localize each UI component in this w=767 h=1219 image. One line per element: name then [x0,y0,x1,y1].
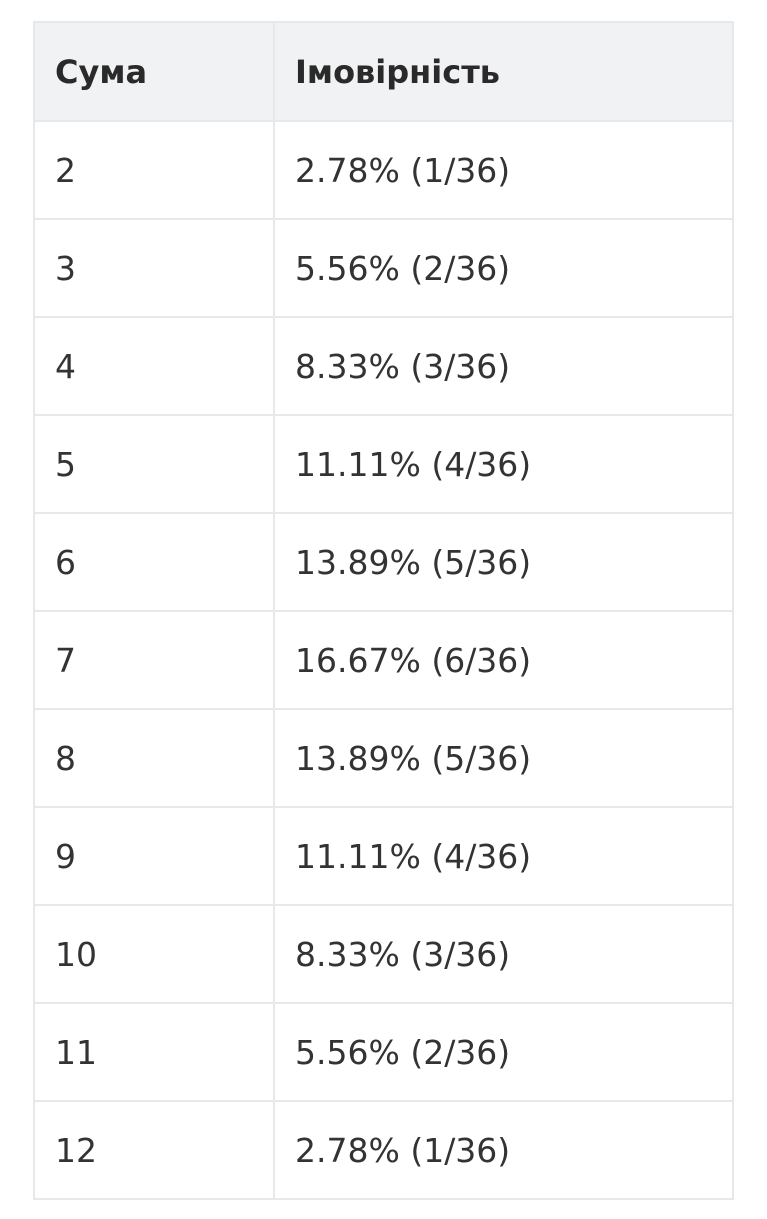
table-row: 7 16.67% (6/36) [33,610,734,710]
table-body: 2 2.78% (1/36) 3 5.56% (2/36) 4 8.33% (3… [33,120,734,1200]
sum-cell: 8 [33,708,275,808]
table-row: 6 13.89% (5/36) [33,512,734,612]
table-row: 3 5.56% (2/36) [33,218,734,318]
table-row: 5 11.11% (4/36) [33,414,734,514]
header-probability: Імовірність [273,21,734,122]
table-row: 8 13.89% (5/36) [33,708,734,808]
sum-cell: 5 [33,414,275,514]
table-row: 11 5.56% (2/36) [33,1002,734,1102]
sum-cell: 7 [33,610,275,710]
probability-table: Сума Імовірність 2 2.78% (1/36) 3 5.56% … [33,21,734,1200]
probability-cell: 8.33% (3/36) [273,904,734,1004]
sum-cell: 6 [33,512,275,612]
sum-cell: 10 [33,904,275,1004]
table-header-row: Сума Імовірність [33,21,734,122]
sum-cell: 9 [33,806,275,906]
probability-cell: 2.78% (1/36) [273,120,734,220]
probability-cell: 13.89% (5/36) [273,512,734,612]
probability-cell: 11.11% (4/36) [273,414,734,514]
probability-cell: 11.11% (4/36) [273,806,734,906]
probability-cell: 2.78% (1/36) [273,1100,734,1200]
table-row: 9 11.11% (4/36) [33,806,734,906]
sum-cell: 12 [33,1100,275,1200]
sum-cell: 4 [33,316,275,416]
table-row: 2 2.78% (1/36) [33,120,734,220]
table-header: Сума Імовірність [33,21,734,122]
probability-table-container: Сума Імовірність 2 2.78% (1/36) 3 5.56% … [33,21,734,1200]
table-row: 10 8.33% (3/36) [33,904,734,1004]
probability-cell: 8.33% (3/36) [273,316,734,416]
sum-cell: 11 [33,1002,275,1102]
probability-cell: 13.89% (5/36) [273,708,734,808]
sum-cell: 3 [33,218,275,318]
table-row: 4 8.33% (3/36) [33,316,734,416]
table-row: 12 2.78% (1/36) [33,1100,734,1200]
probability-cell: 5.56% (2/36) [273,1002,734,1102]
header-sum: Сума [33,21,275,122]
probability-cell: 16.67% (6/36) [273,610,734,710]
sum-cell: 2 [33,120,275,220]
probability-cell: 5.56% (2/36) [273,218,734,318]
